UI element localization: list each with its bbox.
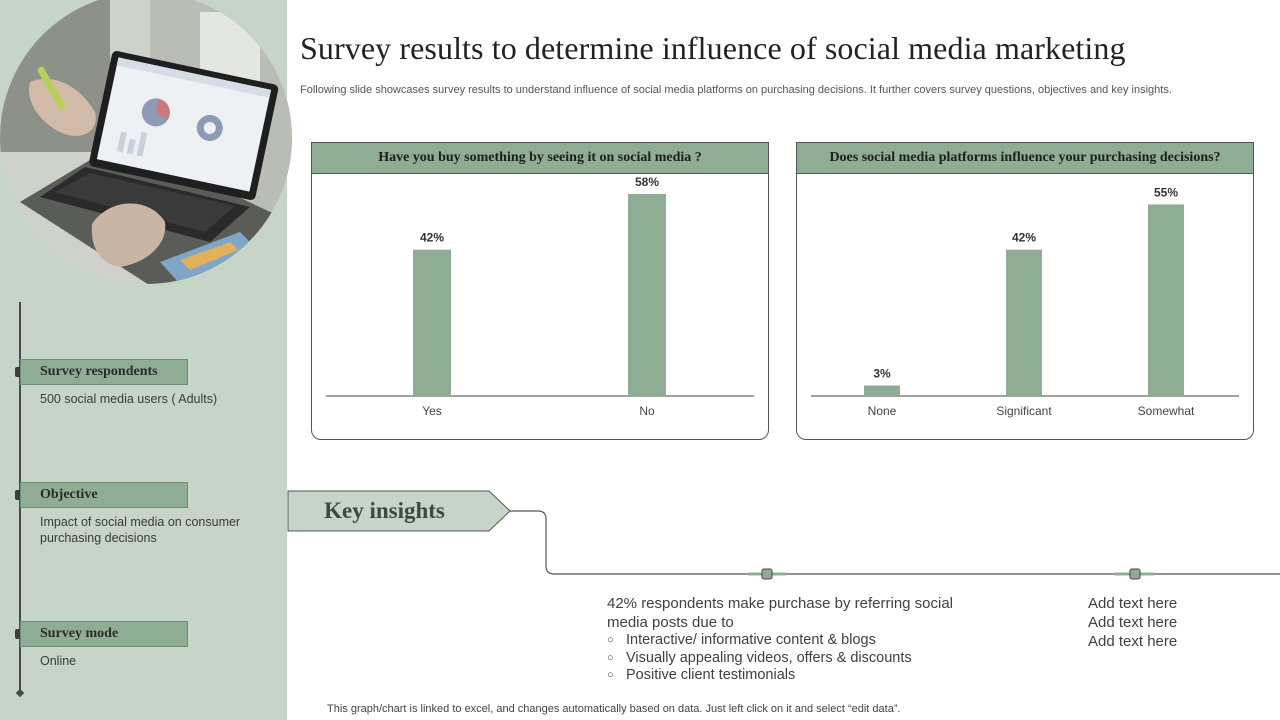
page-title: Survey results to determine influence of… <box>300 30 1126 66</box>
survey-respondents-text: 500 social media users ( Adults) <box>40 392 218 406</box>
bar-somewhat <box>1148 204 1184 396</box>
category-label: Yes <box>422 404 442 418</box>
data-label: 55% <box>1154 185 1178 199</box>
data-label: 42% <box>420 231 444 245</box>
category-label: No <box>639 404 655 418</box>
insight-block: 42% respondents make purchase by referri… <box>607 594 967 685</box>
survey-mode-text: Online <box>40 654 77 668</box>
chart-card-influence: 3% None 42% Significant 55% Somewhat Does soc… <box>796 142 1254 440</box>
placeholder-line: Add text here <box>1088 633 1178 650</box>
placeholder-text-block: Add text here Add text here Add text her… <box>1088 594 1177 651</box>
objective-text: Impact of social media on consumer purch… <box>40 515 241 545</box>
bar-none <box>864 385 900 396</box>
list-item: Interactive/ informative content & blogs <box>607 632 967 650</box>
chart-card-buy-on-social: 42% Yes 58% No Have you buy something by se… <box>311 142 769 440</box>
category-label: Significant <box>996 404 1052 418</box>
category-label: None <box>868 404 897 418</box>
footer-note: This graph/chart is linked to excel, and… <box>327 703 901 715</box>
list-item: Visually appealing videos, offers & disc… <box>607 650 967 668</box>
bar-significant <box>1006 249 1042 396</box>
data-label: 42% <box>1012 231 1036 245</box>
chart-title: Have you buy something by seeing it on s… <box>311 142 769 174</box>
bar-yes <box>413 249 451 396</box>
category-label: Somewhat <box>1138 404 1195 418</box>
key-insights-heading: Key insights <box>324 498 445 523</box>
data-label: 3% <box>873 367 891 381</box>
list-item: Positive client testimonials <box>607 667 967 685</box>
insight-bullets: Interactive/ informative content & blogs… <box>607 632 967 685</box>
chart-title: Does social media platforms influence yo… <box>796 142 1254 174</box>
insight-lead: 42% respondents make purchase by referri… <box>607 595 954 631</box>
survey-respondents-label: Survey respondents <box>20 359 188 385</box>
bar-chart-influence: 3% None 42% Significant 55% Somewhat <box>811 185 1239 418</box>
key-insights-arrow <box>287 490 511 532</box>
page-subtitle: Following slide showcases survey results… <box>300 84 1172 96</box>
data-label: 58% <box>635 175 659 189</box>
placeholder-line: Add text here <box>1088 614 1178 631</box>
survey-mode-label: Survey mode <box>20 621 188 647</box>
bar-no <box>628 193 666 396</box>
bar-chart-buy-on-social: 42% Yes 58% No <box>326 175 754 418</box>
objective-label: Objective <box>20 482 188 508</box>
placeholder-line: Add text here <box>1088 595 1178 612</box>
